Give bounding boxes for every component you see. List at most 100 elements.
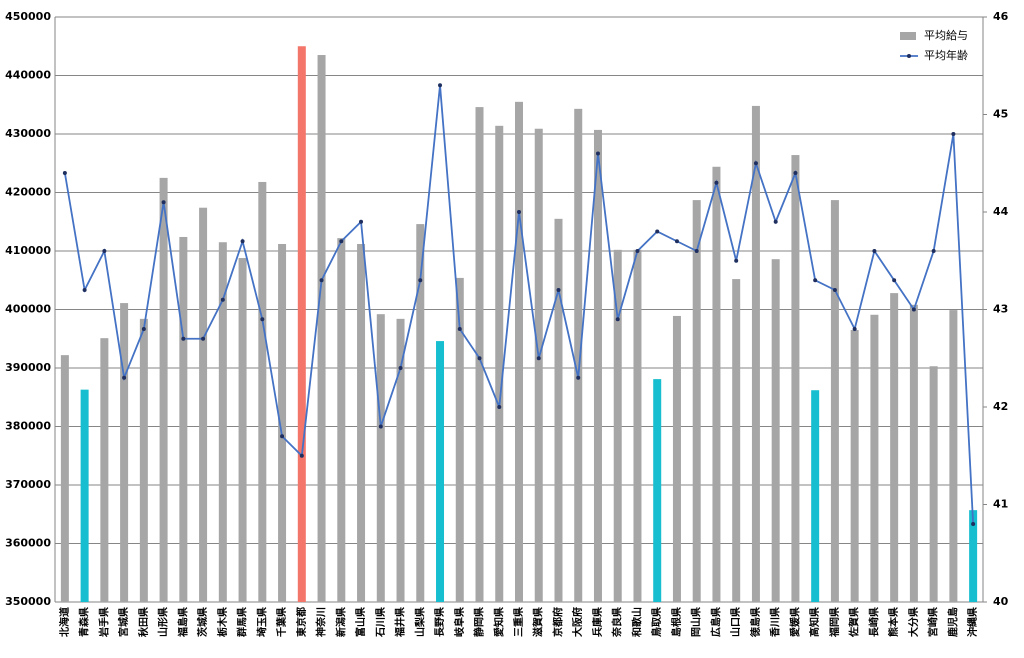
y-tick-label: 450000 <box>5 10 51 23</box>
y2-tick-label: 41 <box>993 498 1008 511</box>
y-tick-label: 350000 <box>5 595 51 608</box>
bar <box>376 314 385 602</box>
x-tick-label: 山口県 <box>729 607 742 637</box>
bar <box>416 224 425 602</box>
point <box>477 356 482 361</box>
bar <box>317 55 326 602</box>
point <box>201 336 206 341</box>
legend-label: 平均年齢 <box>924 48 968 62</box>
bar <box>60 355 69 602</box>
x-tick-label: 北海道 <box>58 607 71 637</box>
bar <box>515 101 523 602</box>
point <box>655 229 660 234</box>
x-tick-label: 兵庫県 <box>591 607 604 637</box>
bar <box>120 303 129 602</box>
y2-tick-label: 42 <box>993 400 1008 413</box>
y-tick-label: 390000 <box>5 361 51 374</box>
bar <box>258 181 267 602</box>
bar <box>534 128 543 603</box>
x-tick-label: 愛媛県 <box>788 607 801 637</box>
x-tick-label: 山形県 <box>157 607 170 637</box>
point <box>240 239 245 244</box>
y2-tick-label: 43 <box>993 303 1008 316</box>
x-tick-label: 和歌山 <box>630 607 643 638</box>
bar <box>791 155 800 602</box>
y-tick-label: 420000 <box>5 186 51 199</box>
legend-label: 平均給与 <box>924 28 968 42</box>
bar <box>969 510 978 602</box>
point <box>339 239 344 244</box>
point <box>378 424 383 429</box>
point <box>141 327 146 331</box>
point <box>280 434 285 439</box>
point <box>497 405 502 409</box>
bar <box>574 108 583 602</box>
point <box>773 219 778 224</box>
bar <box>238 258 247 602</box>
x-tick-label: 埼玉県 <box>255 607 268 637</box>
point <box>122 375 127 380</box>
bar <box>297 46 306 602</box>
x-tick-label: 宮崎県 <box>927 607 940 637</box>
point <box>615 317 620 322</box>
x-tick-label: 鹿児島 <box>946 607 959 637</box>
point <box>852 327 857 331</box>
x-tick-label: 福岡県 <box>828 607 841 638</box>
point <box>674 239 679 244</box>
x-tick-label: 千葉県 <box>275 607 288 637</box>
x-tick-label: 群馬県 <box>236 607 249 637</box>
y-tick-label: 440000 <box>5 69 51 82</box>
bar <box>653 379 662 602</box>
point <box>536 356 541 361</box>
x-tick-label: 石川県 <box>374 607 387 638</box>
x-tick-label: 宮城県 <box>117 607 130 637</box>
x-tick-label: 栃木県 <box>216 607 229 637</box>
x-tick-label: 島根県 <box>670 607 683 637</box>
point <box>556 288 561 292</box>
point <box>161 200 166 205</box>
y-tick-label: 380000 <box>5 420 51 433</box>
point <box>872 249 877 253</box>
point <box>911 307 916 312</box>
x-tick-label: 鳥取県 <box>650 607 663 637</box>
x-tick-label: 福井県 <box>394 607 407 638</box>
x-tick-label: 佐賀県 <box>848 607 861 638</box>
bar <box>554 218 563 602</box>
bar <box>475 107 484 602</box>
point <box>813 278 818 283</box>
point <box>299 453 304 458</box>
bar <box>80 389 89 602</box>
x-tick-label: 秋田県 <box>137 607 150 637</box>
x-tick-label: 静岡県 <box>473 607 486 637</box>
bar <box>613 249 622 602</box>
bar <box>218 242 227 602</box>
bar <box>732 279 741 602</box>
x-tick-label: 福島県 <box>176 607 189 638</box>
bar <box>593 129 602 602</box>
bar <box>870 314 879 602</box>
bar <box>909 304 918 602</box>
point <box>635 249 640 253</box>
y2-tick-label: 46 <box>993 10 1009 23</box>
point <box>734 258 739 263</box>
bar <box>357 243 366 603</box>
bar <box>751 105 760 603</box>
bar <box>396 318 405 602</box>
x-tick-label: 沖縄県 <box>966 607 979 637</box>
x-tick-label: 長崎県 <box>867 607 880 637</box>
bar <box>890 293 899 602</box>
x-tick-label: 青森県 <box>78 607 91 637</box>
x-tick-label: 大分県 <box>907 607 920 637</box>
point <box>220 297 225 302</box>
point <box>951 132 956 136</box>
point <box>418 278 423 283</box>
y-tick-label: 410000 <box>5 244 51 257</box>
x-tick-label: 神奈川 <box>315 607 328 637</box>
bar <box>159 177 168 602</box>
y2-tick-label: 40 <box>993 595 1009 608</box>
point <box>576 375 581 380</box>
bar <box>495 125 504 602</box>
point <box>181 336 186 341</box>
point <box>595 151 600 156</box>
